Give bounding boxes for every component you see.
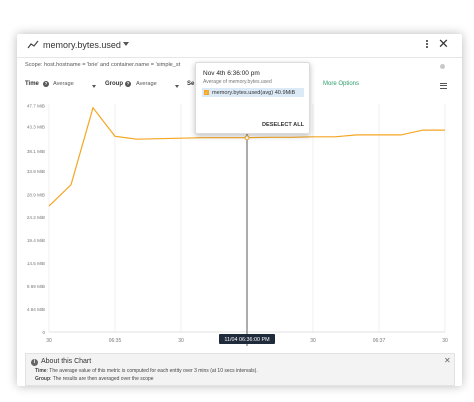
segment-label: Se	[187, 81, 195, 87]
group-select-caret-icon[interactable]	[175, 85, 179, 88]
checkbox-icon[interactable]: ✓	[204, 90, 209, 95]
y-tick-label: 14.5 MiB	[27, 261, 45, 266]
x-tick-label: 30	[442, 338, 448, 344]
scope-text: Scope: host.hostname = 'brie' and contai…	[25, 62, 181, 68]
time-select-caret-icon[interactable]	[92, 85, 96, 88]
close-icon[interactable]: ✕	[438, 36, 449, 51]
y-tick-label: 43.3 MiB	[27, 124, 45, 129]
y-tick-label: 38.1 MiB	[27, 149, 45, 154]
deselect-all-button[interactable]: DESELECT ALL	[262, 122, 305, 128]
info-icon: i	[31, 359, 38, 366]
tooltip-time: Nov 4th 6:36:00 pm	[203, 70, 260, 77]
x-tick-label: 06:37	[373, 338, 386, 344]
x-tick-label: 30	[310, 338, 316, 344]
time-aggregation-select[interactable]: Average	[53, 81, 74, 87]
tooltip-metric: Average of memory.bytes.used	[203, 79, 272, 85]
y-tick-label: 24.2 MiB	[27, 215, 45, 220]
metric-dropdown-caret-icon[interactable]	[123, 42, 129, 46]
y-tick-label: 28.9 MiB	[27, 193, 45, 198]
y-tick-label: 47.7 MiB	[27, 103, 45, 108]
y-tick-label: 33.9 MiB	[27, 169, 45, 174]
tooltip-series-label: memory.bytes.used(avg) 40.9MiB	[212, 89, 296, 96]
time-label: Time	[25, 81, 39, 87]
y-tick-label: 4.84 MiB	[27, 307, 45, 312]
about-close-icon[interactable]: ✕	[444, 356, 451, 365]
chart-tooltip: Nov 4th 6:36:00 pm Average of memory.byt…	[195, 62, 310, 134]
group-label: Group	[105, 81, 123, 87]
group-help-icon[interactable]: ?	[125, 81, 131, 87]
group-aggregation-select[interactable]: Average	[136, 81, 157, 87]
x-tick-label: 30	[178, 338, 184, 344]
about-time-line: Time: The average value of this metric i…	[35, 368, 258, 374]
list-icon[interactable]	[440, 83, 447, 89]
about-time-text: : The average value of this metric is co…	[46, 368, 258, 374]
crosshair-point	[244, 135, 250, 141]
about-time-prefix: Time	[35, 368, 47, 374]
about-group-prefix: Group	[35, 376, 50, 382]
time-help-icon[interactable]: ?	[43, 81, 49, 87]
tooltip-series-row[interactable]: ✓ memory.bytes.used(avg) 40.9MiB	[202, 88, 304, 97]
about-group-text: : The results are then averaged over the…	[50, 376, 154, 382]
chart-header: memory.bytes.used ✕	[17, 34, 462, 58]
x-tick-label: 06:35	[109, 338, 122, 344]
chart-controls: Time ? Average Group ? Average Se	[17, 76, 462, 96]
more-options-link[interactable]: More Options	[323, 81, 360, 87]
crosshair-label: 11/04 06:36:00 PM	[224, 337, 270, 343]
metric-name[interactable]: memory.bytes.used	[43, 40, 121, 50]
y-tick-label: 19.4 MiB	[27, 238, 45, 243]
x-tick-label: 30	[46, 338, 52, 344]
line-chart-icon	[27, 40, 39, 49]
y-tick-label: 9.69 MiB	[27, 284, 45, 289]
about-title: About this Chart	[41, 358, 92, 365]
status-dot	[440, 64, 445, 69]
kebab-menu-icon[interactable]	[423, 39, 431, 52]
crosshair-label-bg	[219, 334, 275, 344]
chart-panel: memory.bytes.used ✕ Scope: host.hostname…	[17, 34, 462, 386]
about-group-line: Group: The results are then averaged ove…	[35, 376, 154, 382]
y-tick-label: 0	[42, 330, 45, 335]
about-chart-panel: i About this Chart ✕ Time: The average v…	[25, 353, 455, 386]
